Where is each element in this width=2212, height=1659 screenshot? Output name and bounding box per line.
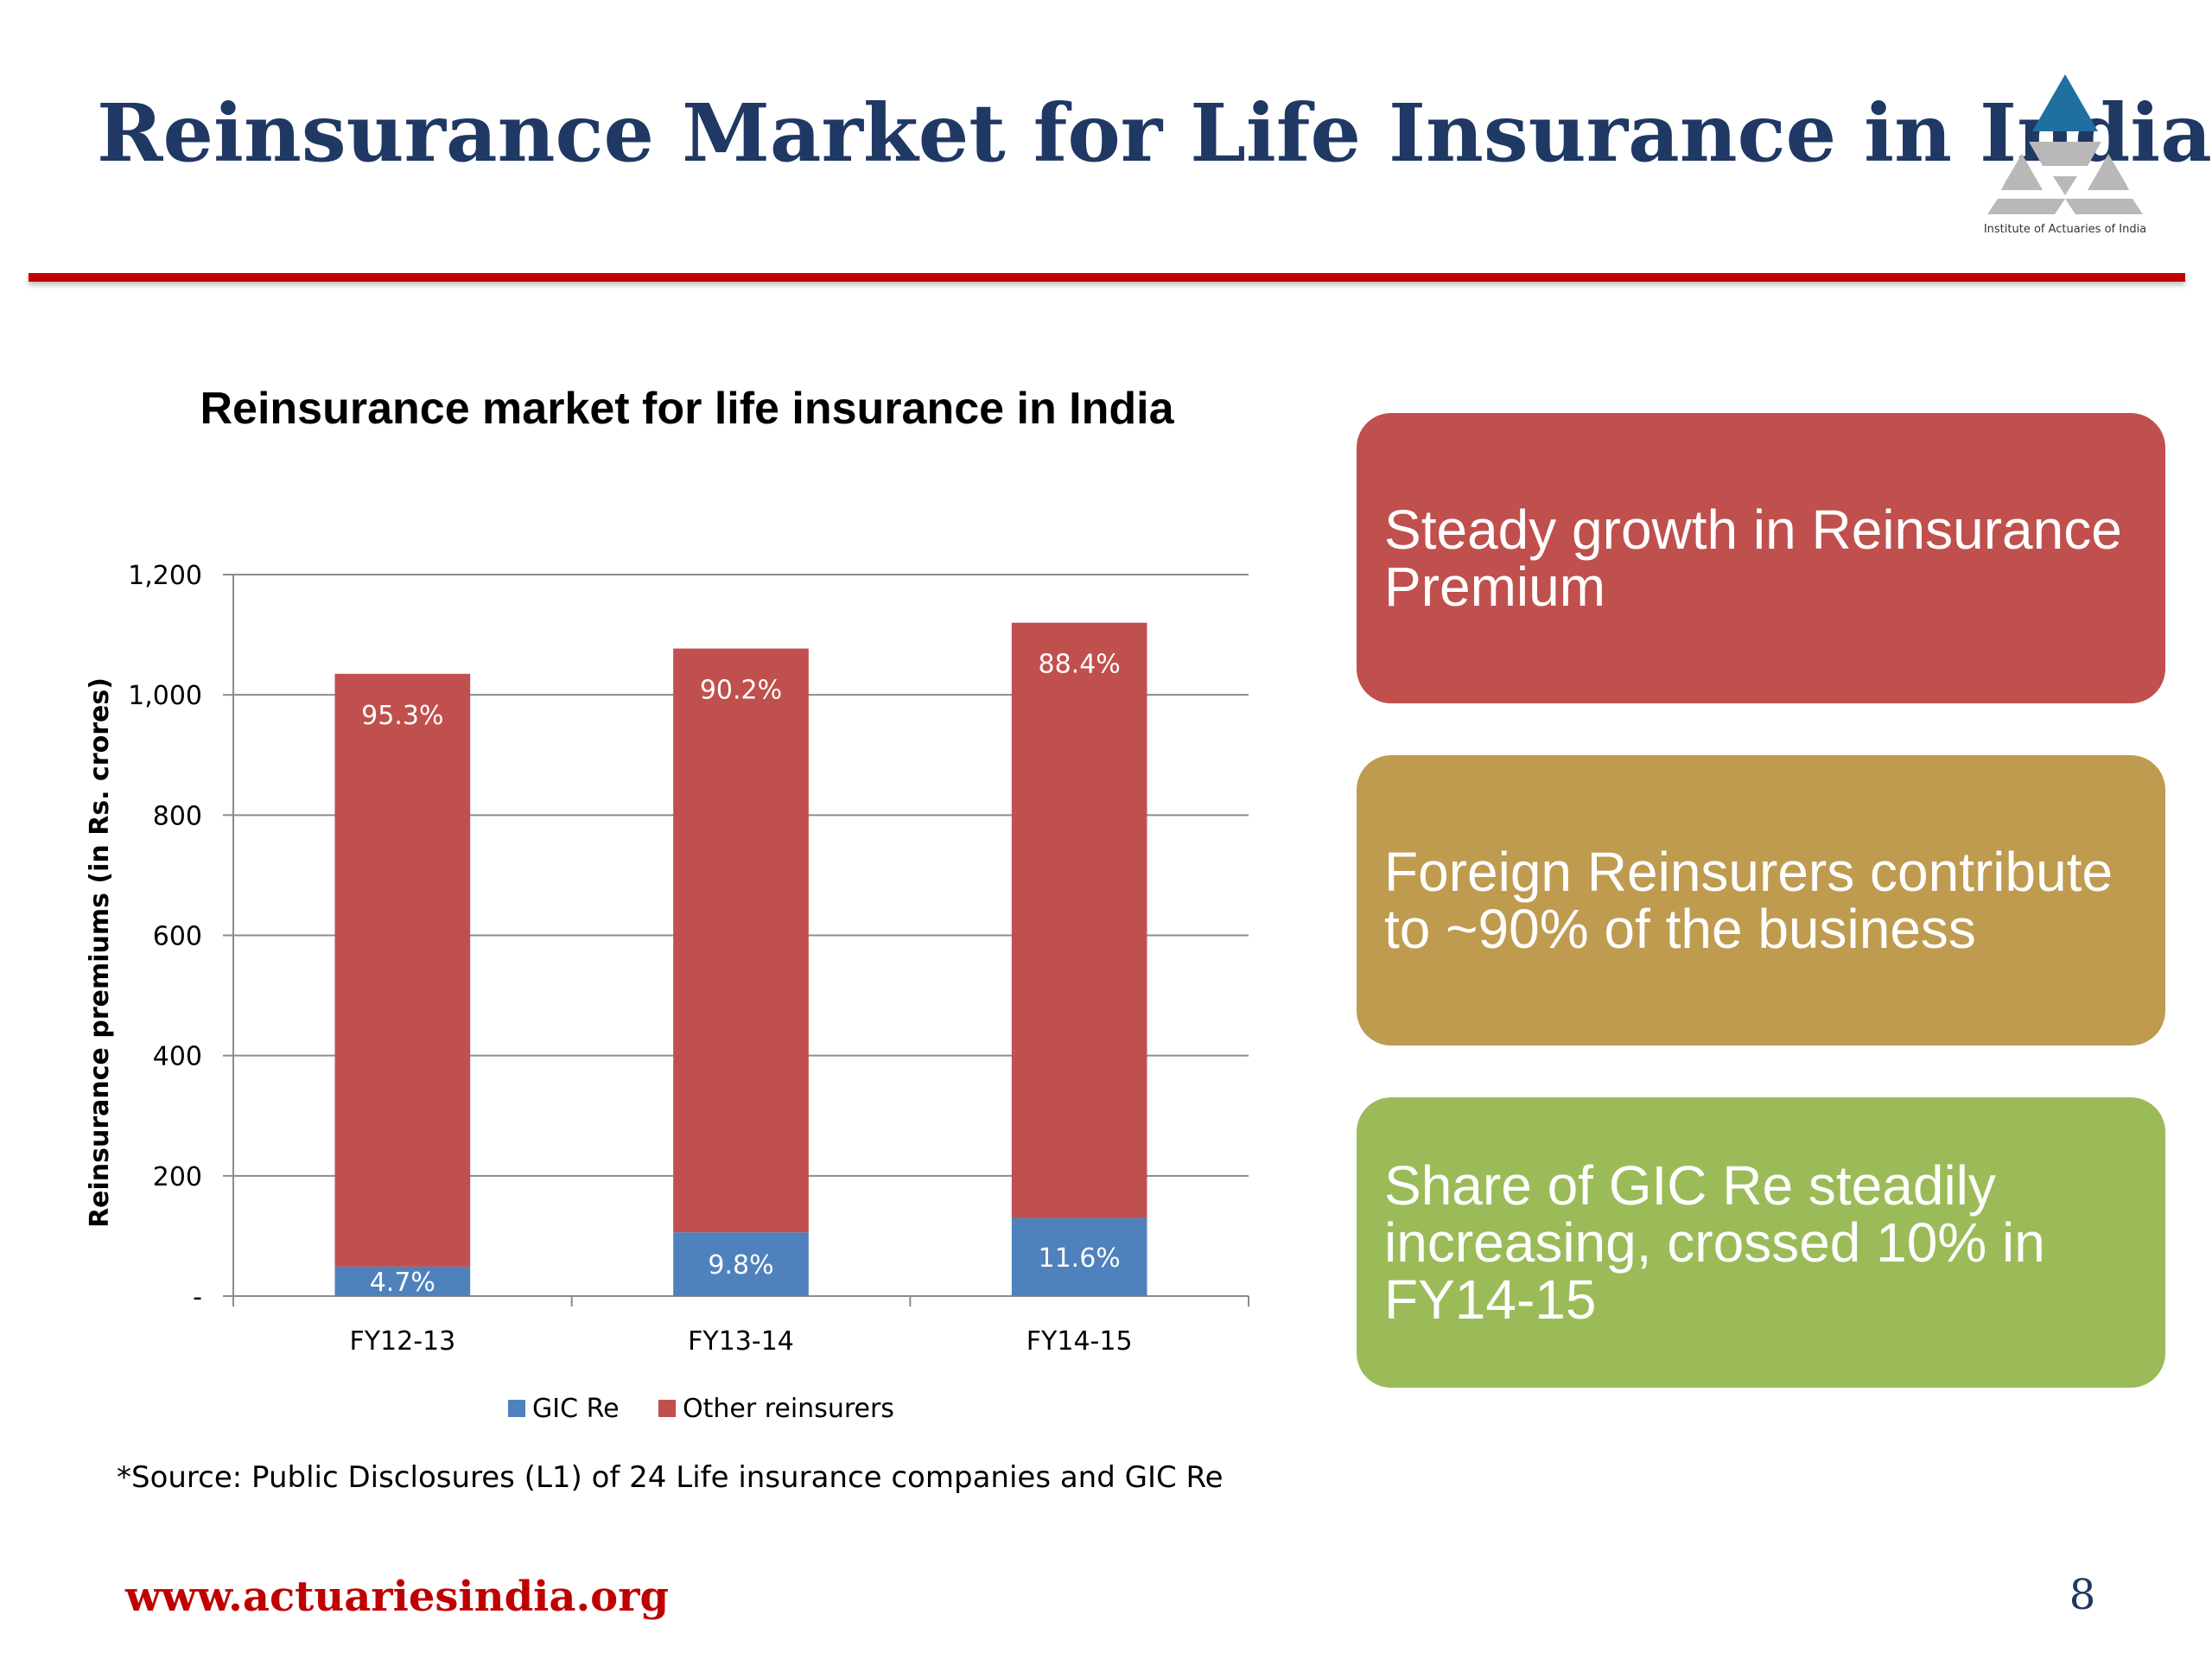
bar-data-label: 90.2% — [700, 676, 782, 706]
title-divider — [29, 273, 2185, 282]
bar-gic-re — [1011, 1217, 1147, 1296]
y-tick-label: 1,000 — [128, 681, 202, 711]
y-tick-label: 800 — [153, 801, 202, 831]
logo-caption: Institute of Actuaries of India — [1983, 223, 2147, 236]
y-tick-label: 200 — [153, 1162, 202, 1192]
slide-title: Reinsurance Market for Life Insurance in… — [97, 86, 2212, 180]
x-tick-label: FY14-15 — [1027, 1326, 1133, 1357]
callout-gic-share: Share of GIC Re steadily increasing, cro… — [1357, 1097, 2165, 1388]
stacked-bar-chart: - 200 400 600 800 1,000 1,200 4.7% 95.3% FY12-13 9… — [85, 561, 1249, 1424]
callout-text: Steady growth in Reinsurance Premium — [1384, 499, 2122, 618]
x-tick-label: FY12-13 — [349, 1326, 455, 1357]
x-tick-label: FY13-14 — [688, 1326, 794, 1357]
institute-logo — [1987, 74, 2143, 214]
bar-data-label: 11.6% — [1039, 1243, 1121, 1274]
slide-number: 8 — [2069, 1571, 2096, 1619]
source-note: *Source: Public Disclosures (L1) of 24 L… — [117, 1460, 1224, 1495]
legend-label: Other reinsurers — [683, 1394, 894, 1424]
bar-data-label: 95.3% — [361, 701, 443, 731]
callout-text: Foreign Reinsurers contribute to ~90% of… — [1384, 841, 2113, 960]
bar-other-reinsurers — [334, 673, 471, 1267]
y-tick-label: 600 — [153, 922, 202, 952]
bar-data-label: 88.4% — [1039, 650, 1121, 680]
callout-text: Share of GIC Re steadily increasing, cro… — [1384, 1154, 2045, 1331]
bar-other-reinsurers — [1011, 622, 1147, 1218]
y-tick-label: - — [193, 1282, 202, 1313]
y-tick-label: 400 — [153, 1042, 202, 1072]
y-axis-label: Reinsurance premiums (in Rs. crores) — [85, 677, 115, 1228]
legend-swatch-gic-re — [508, 1400, 525, 1417]
legend-label: GIC Re — [532, 1394, 620, 1424]
bar-gic-re — [334, 1266, 471, 1296]
callout-premium-growth: Steady growth in Reinsurance Premium — [1357, 413, 2165, 703]
y-tick-label: 1,200 — [128, 561, 202, 591]
bar-gic-re — [673, 1232, 809, 1296]
footer-url: www.actuariesindia.org — [125, 1573, 670, 1621]
bar-data-label: 9.8% — [708, 1250, 773, 1281]
legend-swatch-other-reinsurers — [658, 1400, 676, 1417]
callout-foreign-reinsurers: Foreign Reinsurers contribute to ~90% of… — [1357, 755, 2165, 1046]
chart-title: Reinsurance market for life insurance in… — [200, 384, 1174, 434]
bar-data-label: 4.7% — [370, 1268, 435, 1298]
bar-other-reinsurers — [673, 648, 809, 1233]
